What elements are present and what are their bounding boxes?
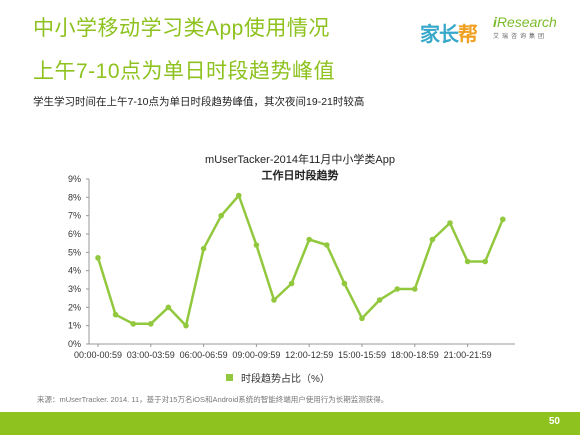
- data-point: [95, 255, 101, 261]
- x-tick-label: 00:00-00:59: [74, 350, 122, 360]
- iresearch-logo-tagline: 艾瑞咨询集团: [493, 34, 548, 40]
- data-point: [376, 297, 383, 303]
- iresearch-logo: iResearch 艾瑞咨询集团: [493, 14, 557, 40]
- y-tick-label: 1%: [68, 321, 81, 331]
- jiazhangbang-logo: 家长帮: [420, 18, 478, 47]
- y-tick-label: 3%: [68, 284, 81, 294]
- jiazhangbang-logo-main: 家长: [420, 24, 459, 46]
- data-point: [271, 297, 277, 303]
- x-tick-label: 06:00-06:59: [180, 350, 228, 360]
- legend-swatch: [226, 374, 233, 381]
- chart-title: mUserTacker-2014年11月中小学类App: [205, 154, 395, 166]
- y-tick-label: 9%: [68, 174, 81, 184]
- data-point: [464, 258, 471, 265]
- x-tick-label: 18:00-18:59: [391, 350, 439, 360]
- page-subtitle: 上午7-10点为单日时段趋势峰值: [33, 60, 336, 83]
- legend: 时段趋势占比（%）: [226, 370, 330, 385]
- iresearch-logo-brand: Research: [496, 14, 557, 30]
- data-point: [288, 280, 295, 287]
- source-note: 来源：mUserTracker. 2014. 11，基于对15万名iOS和And…: [37, 395, 389, 404]
- y-tick-label: 7%: [68, 211, 81, 221]
- x-tick-label: 03:00-03:59: [127, 350, 175, 360]
- data-point: [236, 192, 242, 199]
- x-tick-label: 15:00-15:59: [338, 350, 386, 360]
- data-point: [341, 280, 348, 287]
- iresearch-logo-i: i: [493, 14, 497, 30]
- x-tick-label: 09:00-09:59: [232, 350, 280, 360]
- y-tick-label: 2%: [68, 302, 81, 312]
- data-point: [359, 315, 365, 322]
- data-point: [148, 321, 154, 327]
- data-point: [412, 286, 418, 292]
- y-tick-label: 8%: [68, 192, 81, 202]
- data-point: [183, 322, 189, 329]
- data-point: [165, 304, 172, 311]
- y-tick-label: 6%: [68, 229, 81, 239]
- data-point: [218, 212, 224, 219]
- legend-label: 时段趋势占比（%）: [241, 374, 330, 385]
- jiazhangbang-logo-accent: 帮: [458, 24, 478, 46]
- data-point: [394, 286, 401, 292]
- data-point: [200, 245, 207, 252]
- y-tick-label: 0%: [68, 339, 81, 349]
- data-point: [306, 236, 313, 243]
- y-tick-label: 4%: [68, 266, 81, 276]
- x-tick-label: 21:00-21:59: [444, 350, 492, 360]
- chart-subtitle: 工作日时段趋势: [261, 170, 339, 182]
- x-tick-label: 12:00-12:59: [285, 350, 333, 360]
- data-point: [324, 242, 330, 248]
- data-point: [253, 242, 260, 248]
- data-point: [482, 258, 489, 265]
- page-title: 中小学移动学习类App使用情况: [33, 17, 330, 40]
- y-tick-label: 5%: [68, 247, 81, 257]
- series-line: [96, 194, 504, 327]
- data-point: [447, 220, 453, 226]
- data-point: [130, 321, 136, 327]
- data-point: [429, 236, 436, 243]
- data-point: [112, 311, 119, 318]
- footer-bar: [0, 412, 580, 435]
- page-number: 50: [548, 416, 560, 427]
- summary-text: 学生学习时间在上午7-10点为单日时段趋势峰值，其次夜间19-21时较高: [33, 96, 365, 108]
- data-point: [500, 216, 506, 223]
